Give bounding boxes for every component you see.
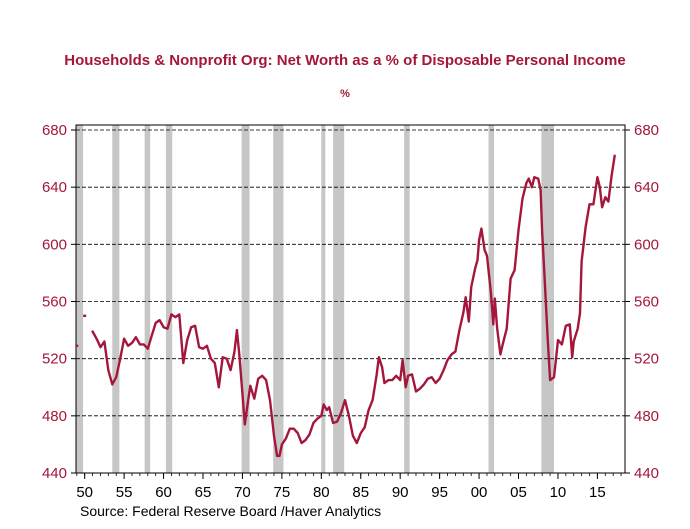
series-line bbox=[91, 154, 616, 458]
x-tick-label: 05 bbox=[510, 484, 527, 501]
x-tick-label: 65 bbox=[195, 484, 212, 501]
x-tick-label: 75 bbox=[274, 484, 291, 501]
recession-band bbox=[241, 125, 250, 473]
chart-subtitle: % bbox=[340, 88, 350, 100]
x-tick-label: 85 bbox=[352, 484, 369, 501]
y-tick-label-right: 480 bbox=[634, 408, 659, 425]
x-tick-label: 95 bbox=[431, 484, 448, 501]
x-tick-label: 60 bbox=[155, 484, 172, 501]
recession-band bbox=[404, 125, 410, 473]
gridlines bbox=[76, 129, 625, 417]
x-tick-label: 50 bbox=[76, 484, 93, 501]
recession-band bbox=[165, 125, 173, 473]
source-note: Source: Federal Reserve Board /Haver Ana… bbox=[80, 503, 382, 519]
y-tick-label-right: 440 bbox=[634, 465, 659, 482]
x-tick-label: 70 bbox=[234, 484, 251, 501]
x-tick-label: 00 bbox=[471, 484, 488, 501]
y-tick-label-left: 600 bbox=[42, 236, 67, 253]
plot-frame bbox=[75, 124, 626, 474]
recession-band bbox=[541, 125, 555, 473]
y-tick-label-left: 520 bbox=[42, 351, 67, 368]
recession-band bbox=[112, 125, 120, 473]
x-tick-label: 90 bbox=[392, 484, 409, 501]
y-tick-label-right: 600 bbox=[634, 236, 659, 253]
y-tick-label-left: 440 bbox=[42, 465, 67, 482]
y-tick-label-right: 640 bbox=[634, 179, 659, 196]
x-tick-label: 55 bbox=[116, 484, 133, 501]
recession-band bbox=[333, 125, 345, 473]
x-tick-label: 15 bbox=[589, 484, 606, 501]
y-tick-label-left: 480 bbox=[42, 408, 67, 425]
axis-ticks bbox=[71, 129, 630, 479]
y-tick-label-right: 560 bbox=[634, 294, 659, 311]
x-tick-label: 80 bbox=[313, 484, 330, 501]
series-group bbox=[75, 154, 616, 458]
chart-title: Households & Nonprofit Org: Net Worth as… bbox=[64, 52, 626, 69]
y-tick-label-right: 680 bbox=[634, 122, 659, 139]
recession-band bbox=[273, 125, 284, 473]
recession-band bbox=[144, 125, 151, 473]
y-tick-label-right: 520 bbox=[634, 351, 659, 368]
x-tick-label: 10 bbox=[550, 484, 567, 501]
recession-band bbox=[76, 125, 84, 473]
y-tick-label-left: 640 bbox=[42, 179, 67, 196]
y-tick-label-left: 680 bbox=[42, 122, 67, 139]
axis-labels: 440 440 480 480 520 520 560 560 600 600 640 640 680 6… bbox=[42, 122, 659, 501]
y-tick-label-left: 560 bbox=[42, 294, 67, 311]
recession-band bbox=[321, 125, 326, 473]
